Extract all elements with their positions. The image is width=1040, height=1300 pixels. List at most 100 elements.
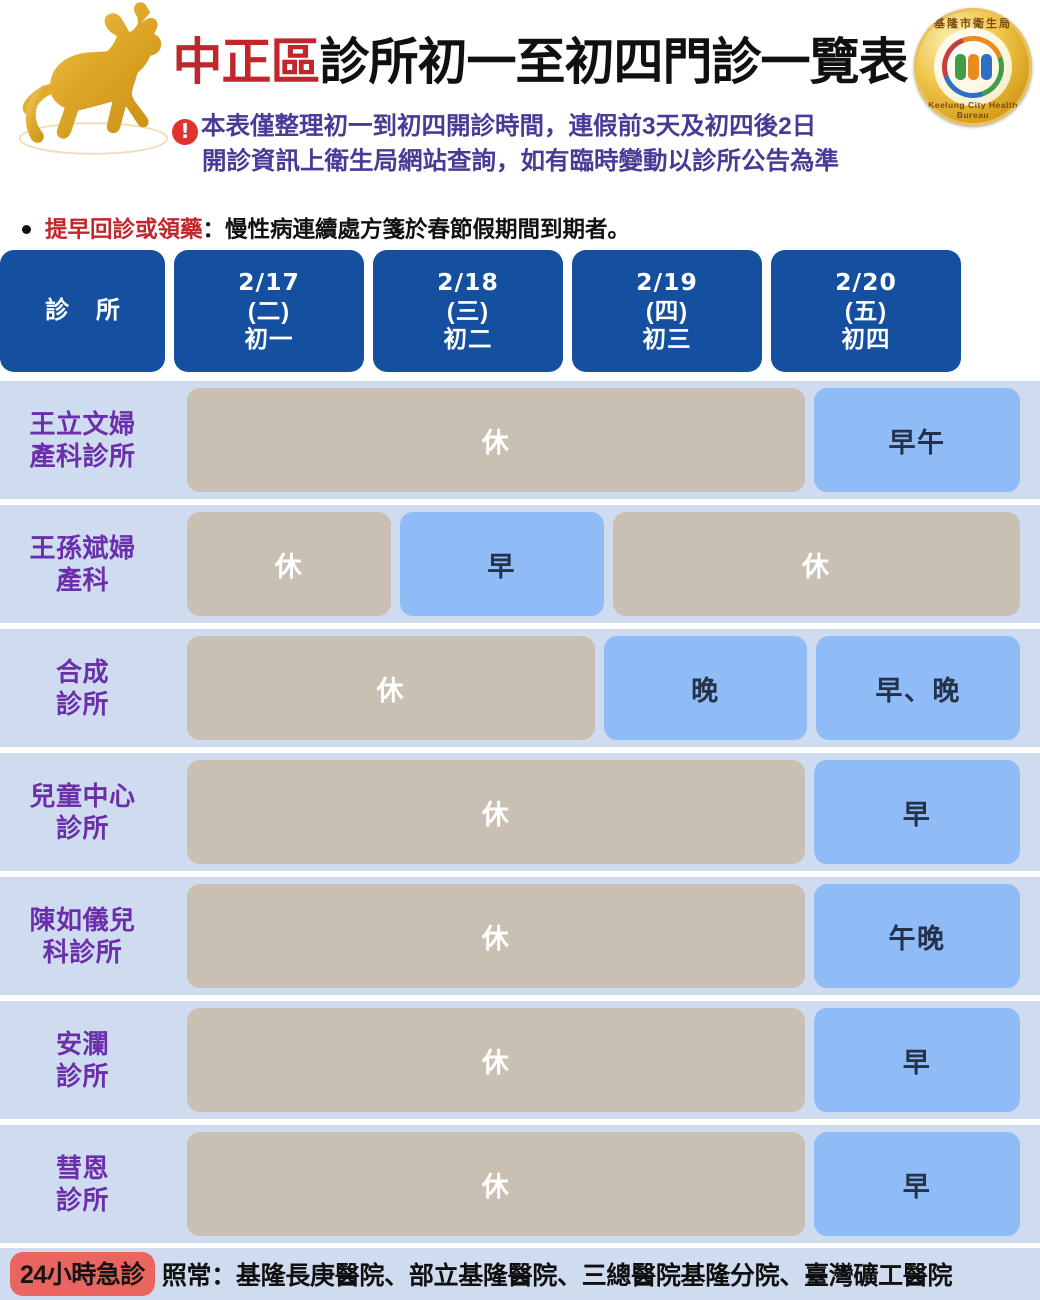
column-header-day-1: 2/17 (二) 初一 xyxy=(174,250,364,372)
table-row: 王立文婦 產科診所休早午 xyxy=(0,381,1040,499)
schedule-cell-closed: 休 xyxy=(612,512,1020,616)
clinic-name-cell: 兒童中心 診所 xyxy=(0,753,165,871)
column-header-date: 2/19 xyxy=(636,268,698,297)
schedule-cell-closed: 休 xyxy=(187,884,805,988)
schedule-cell-closed: 休 xyxy=(187,636,595,740)
schedule-cell-open: 早午 xyxy=(814,388,1020,492)
column-header-lunar: 初三 xyxy=(642,326,692,353)
seal-text-chinese: 基隆市衛生局 xyxy=(934,18,1012,30)
column-header-date: 2/17 xyxy=(238,268,300,297)
column-header-weekday: (四) xyxy=(645,297,689,324)
clinic-name-line-2: 診所 xyxy=(55,1185,109,1215)
clinic-name-line-2: 產科 xyxy=(55,565,109,595)
clinic-name-cell: 安瀾 診所 xyxy=(0,1001,165,1119)
clinic-name-line-1: 陳如儀兒 xyxy=(29,904,136,935)
schedule-cell-closed: 休 xyxy=(187,512,391,616)
clinic-name-cell: 王立文婦 產科診所 xyxy=(0,381,165,499)
clinic-schedule-table: 診 所 2/17 (二) 初一 2/18 (三) 初二 2/19 (四) 初三 2/20 (五) 初四 … xyxy=(0,250,1040,1249)
reminder-highlight: 提早回診或領藥 xyxy=(45,217,203,242)
schedule-cells: 休早 xyxy=(165,1001,1040,1119)
clinic-name-cell: 彗恩 診所 xyxy=(0,1125,165,1243)
schedule-cell-closed: 休 xyxy=(187,388,805,492)
column-header-clinic: 診 所 xyxy=(0,250,165,372)
column-header-lunar: 初四 xyxy=(841,326,891,353)
table-row: 兒童中心 診所休早 xyxy=(0,753,1040,871)
table-header-row: 診 所 2/17 (二) 初一 2/18 (三) 初二 2/19 (四) 初三 2/20 (五) 初四 xyxy=(0,250,1040,372)
health-bureau-seal-logo: 基隆市衛生局 Keelung City Health Bureau xyxy=(914,8,1032,126)
column-header-lunar: 初一 xyxy=(244,326,294,353)
warning-icon: ! xyxy=(172,119,198,145)
table-row: 安瀾 診所 休早 xyxy=(0,1001,1040,1119)
seal-figures xyxy=(954,54,992,80)
clinic-name-line-2: 診所 xyxy=(55,689,109,719)
seal-figure-orange xyxy=(967,54,979,80)
clinic-name-line-1: 王立文婦 xyxy=(29,408,136,439)
page-title-rest: 診所初一至初四門診一覽表 xyxy=(319,33,909,91)
clinic-name-wrap: 彗恩 診所 xyxy=(56,1152,109,1216)
clinic-name-wrap: 安瀾 診所 xyxy=(56,1028,109,1092)
column-header-clinic-label: 診 所 xyxy=(45,297,130,325)
clinic-name-wrap: 王立文婦 產科診所 xyxy=(29,408,135,472)
bullet-dot-icon xyxy=(22,225,31,234)
clinic-name-line-1: 兒童中心 xyxy=(29,780,136,811)
schedule-cell-open: 早 xyxy=(814,1008,1020,1112)
clinic-name-line-1: 彗恩 xyxy=(55,1152,109,1183)
clinic-name-cell: 陳如儀兒 科診所 xyxy=(0,877,165,995)
clinic-name-line-1: 合成 xyxy=(55,656,109,687)
seal-figure-green xyxy=(954,54,966,80)
clinic-name-line-1: 安瀾 xyxy=(55,1028,109,1059)
seal-figure-blue xyxy=(980,54,992,80)
clinic-name-line-2: 科診所 xyxy=(42,937,123,967)
reminder-text: ：慢性病連續處方箋於春節假期間到期者。 xyxy=(202,217,631,242)
notice-block: ! 本表僅整理初一到初四開診時間，連假前3天及初四後2日 開診資訊上衛生局網站查詢… xyxy=(172,110,962,179)
table-row: 彗恩 診所 休早 xyxy=(0,1125,1040,1243)
schedule-cell-open: 早 xyxy=(814,1132,1020,1236)
golden-horse-icon xyxy=(8,2,188,167)
clinic-name-cell: 王孫斌婦 產科 xyxy=(0,505,165,623)
schedule-cell-closed: 休 xyxy=(187,760,805,864)
table-row: 合成 診所 休晚早、晚 xyxy=(0,629,1040,747)
clinic-name-line-2: 診所 xyxy=(55,1061,109,1091)
column-header-date: 2/18 xyxy=(437,268,499,297)
clinic-name-wrap: 兒童中心 診所 xyxy=(29,780,135,844)
clinic-name-wrap: 陳如儀兒 科診所 xyxy=(29,904,135,968)
seal-color-ring xyxy=(931,25,1015,109)
column-header-day-4: 2/20 (五) 初四 xyxy=(771,250,961,372)
column-header-date: 2/20 xyxy=(835,268,897,297)
table-row: 陳如儀兒 科診所休午晚 xyxy=(0,877,1040,995)
schedule-cells: 休午晚 xyxy=(165,877,1040,995)
schedule-cell-closed: 休 xyxy=(187,1132,805,1236)
schedule-cells: 休早休 xyxy=(165,505,1040,623)
clinic-name-wrap: 王孫斌婦 產科 xyxy=(29,532,135,596)
clinic-name-line-2: 診所 xyxy=(55,813,109,843)
column-header-weekday: (五) xyxy=(844,297,888,324)
schedule-cell-open: 晚 xyxy=(603,636,808,740)
schedule-cell-open: 午晚 xyxy=(814,884,1020,988)
schedule-cell-open: 早 xyxy=(399,512,604,616)
status-badge: 24小時急診 xyxy=(10,1252,155,1296)
schedule-cell-open: 早、晚 xyxy=(816,636,1020,740)
schedule-cells: 休晚早、晚 xyxy=(165,629,1040,747)
schedule-cell-open: 早 xyxy=(814,760,1020,864)
clinic-name-wrap: 合成 診所 xyxy=(56,656,109,720)
clinic-name-cell: 合成 診所 xyxy=(0,629,165,747)
table-row: 王孫斌婦 產科休早休 xyxy=(0,505,1040,623)
schedule-cells: 休早午 xyxy=(165,381,1040,499)
page-title-district: 中正區 xyxy=(172,33,321,91)
column-header-lunar: 初二 xyxy=(443,326,493,353)
schedule-cells: 休早 xyxy=(165,753,1040,871)
clinic-name-line-1: 王孫斌婦 xyxy=(29,532,136,563)
schedule-cells: 休早 xyxy=(165,1125,1040,1243)
column-header-day-3: 2/19 (四) 初三 xyxy=(572,250,762,372)
column-header-day-2: 2/18 (三) 初二 xyxy=(373,250,563,372)
notice-line-1: 本表僅整理初一到初四開診時間，連假前3天及初四後2日 xyxy=(201,113,817,140)
poster-header: 基隆市衛生局 Keelung City Health Bureau 中正區診所初… xyxy=(0,0,1040,250)
column-header-weekday: (三) xyxy=(446,297,490,324)
schedule-cell-closed: 休 xyxy=(187,1008,805,1112)
table-body: 王立文婦 產科診所休早午 王孫斌婦 產科休早休合成 診所休晚早、晚 兒童中心 診所休早陳如儀… xyxy=(0,381,1040,1243)
emergency-footer: 24小時急診 照常：基隆長庚醫院、部立基隆醫院、三總醫院基隆分院、臺灣礦工醫院 xyxy=(0,1248,1040,1300)
clinic-name-line-2: 產科診所 xyxy=(29,441,136,471)
seal-text-english: Keelung City Health Bureau xyxy=(928,100,1018,120)
reminder-bullet: 提早回診或領藥：慢性病連續處方箋於春節假期間到期者。 xyxy=(22,212,1022,244)
